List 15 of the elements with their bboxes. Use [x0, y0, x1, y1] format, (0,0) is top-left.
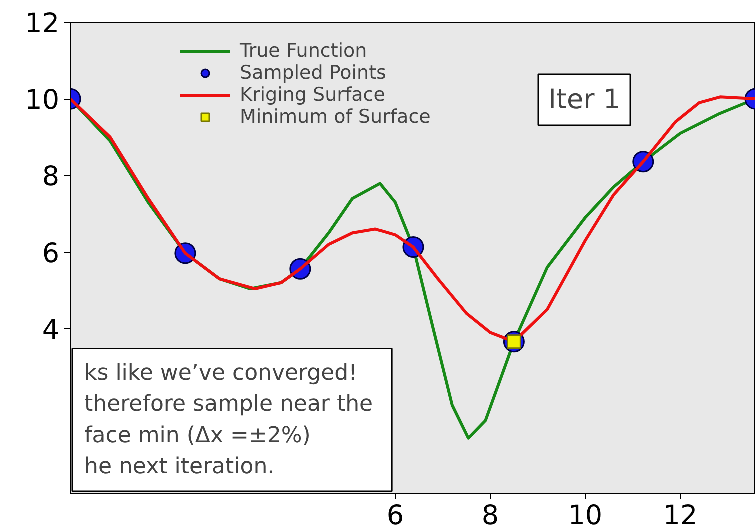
- x-tick-label: 8: [482, 500, 500, 527]
- annotation: ks like we’ve converged! therefore sample near the face min (Δx =±2%) he next iteration.: [84, 360, 374, 480]
- y-tick-label: 6: [42, 238, 60, 270]
- y-tick-label: 10: [25, 85, 60, 116]
- y-tick-label: 12: [25, 8, 60, 40]
- legend-label: Sampled Points: [240, 62, 386, 84]
- y-tick-label: 8: [42, 162, 60, 193]
- x-tick-label: 10: [568, 500, 603, 527]
- y-tick-label: 4: [42, 314, 60, 346]
- legend-label: True Function: [240, 40, 368, 62]
- x-tick-label: 12: [663, 500, 698, 527]
- annotation: Iter 1: [548, 84, 621, 116]
- x-tick-label: 6: [386, 500, 404, 527]
- legend-label: Kriging Surface: [240, 84, 386, 106]
- legend-label: Minimum of Surface: [240, 106, 431, 128]
